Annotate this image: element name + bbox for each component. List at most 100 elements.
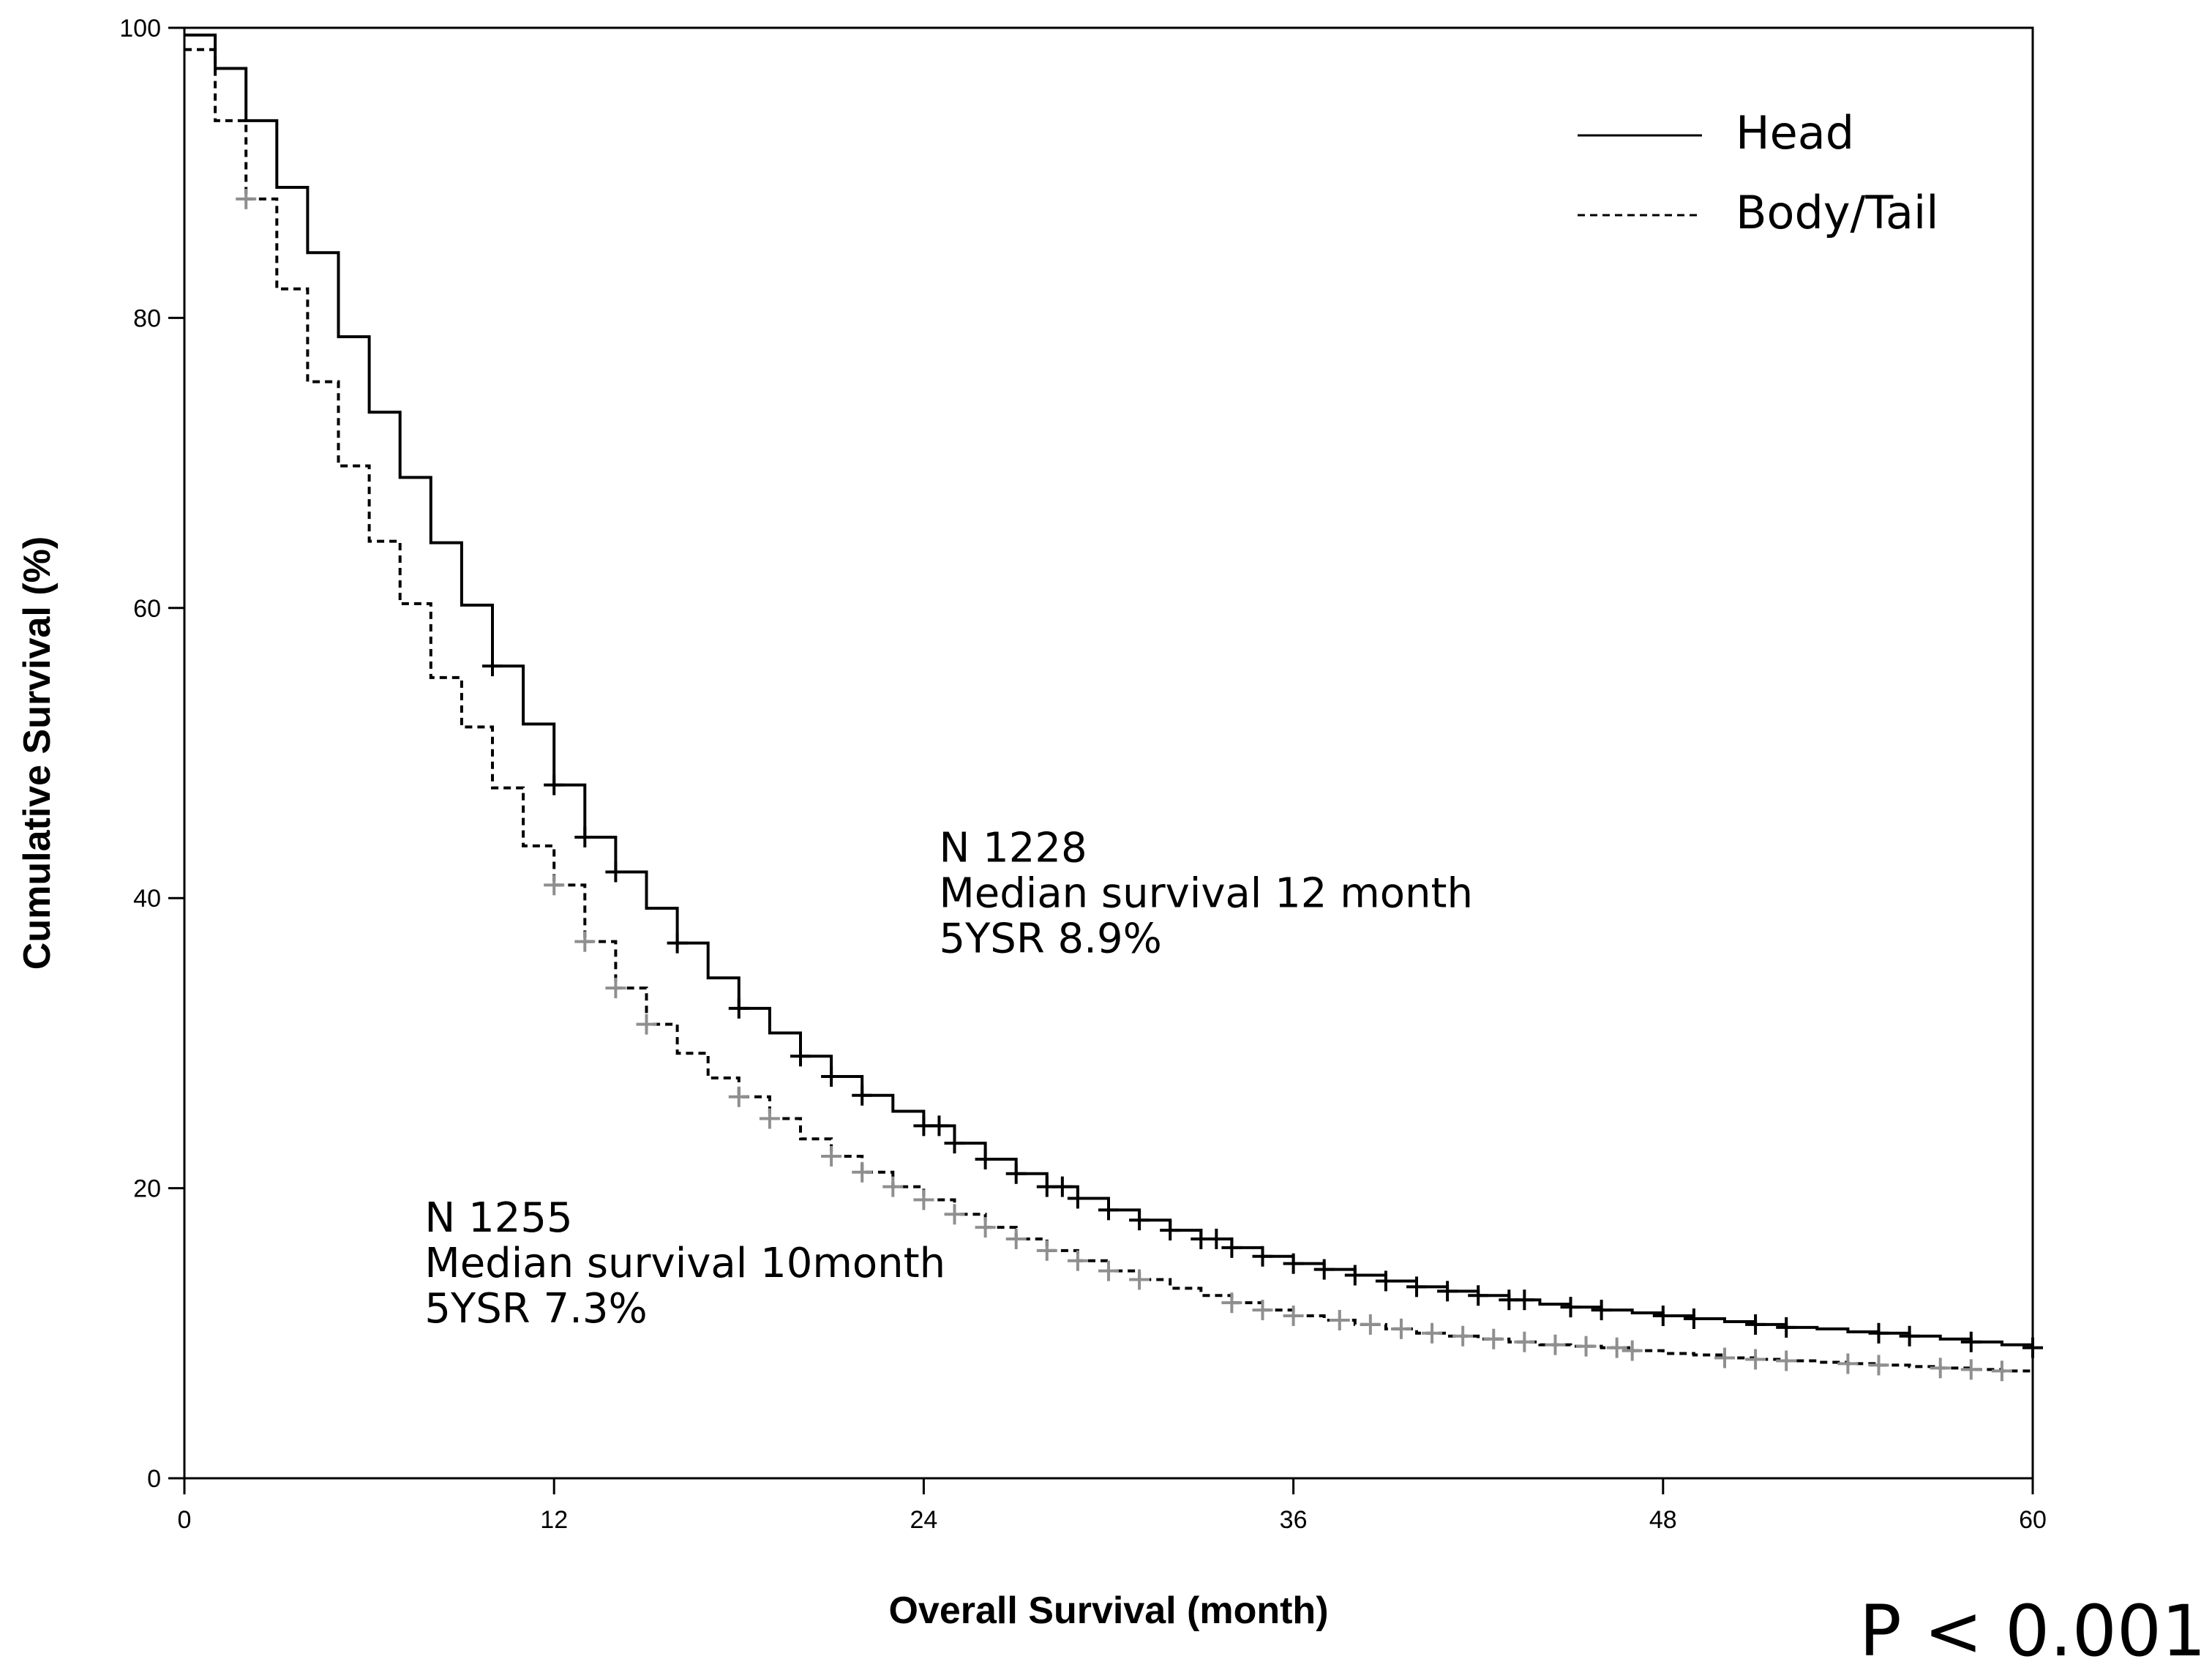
censor-mark-head (1652, 1306, 1673, 1327)
annotation-line: N 1255 (424, 1194, 572, 1242)
censor-mark-head (1206, 1228, 1227, 1249)
x-tick-label: 48 (1649, 1506, 1677, 1534)
censor-mark-head (1406, 1276, 1427, 1298)
censor-mark-body-tail (1745, 1349, 1766, 1370)
x-tick-label: 12 (540, 1506, 568, 1534)
censor-mark-body-tail (1575, 1336, 1597, 1357)
censor-mark-body-tail (544, 875, 565, 896)
censor-mark-head (1129, 1210, 1150, 1231)
censor-mark-body-tail (1714, 1347, 1735, 1368)
censor-mark-head (2022, 1337, 2043, 1358)
censor-mark-head (605, 861, 626, 883)
censor-mark-head (1868, 1322, 1889, 1344)
censor-mark-body-tail (1098, 1260, 1119, 1281)
annotation-line: Median survival 12 month (939, 870, 1473, 918)
censor-mark-body-tail (1930, 1358, 1951, 1379)
censor-mark-head (728, 997, 749, 1019)
censor-mark-body-tail (944, 1204, 965, 1225)
y-tick-label: 60 (133, 595, 161, 623)
x-tick-label: 36 (1280, 1506, 1308, 1534)
plot-frame (183, 26, 2034, 1480)
censor-mark-body-tail (1005, 1228, 1027, 1249)
censor-mark-head (852, 1085, 873, 1106)
censor-mark-body-tail (1036, 1240, 1057, 1261)
censor-mark-head (574, 826, 596, 847)
x-axis-title: Overall Survival (month) (888, 1590, 1328, 1632)
censor-mark-body-tail (1390, 1318, 1411, 1339)
censor-mark-head (482, 656, 503, 677)
x-tick-label: 60 (2019, 1506, 2047, 1534)
censor-mark-body-tail (1991, 1360, 2012, 1382)
censor-mark-head (544, 774, 565, 795)
censor-mark-head (975, 1148, 996, 1169)
censor-mark-head (1899, 1325, 1920, 1347)
censor-mark-body-tail (728, 1086, 749, 1107)
censor-mark-head (1051, 1176, 1073, 1197)
censor-mark-head (1344, 1265, 1365, 1286)
x-tick-label: 0 (178, 1506, 192, 1534)
censor-mark-head (821, 1066, 842, 1087)
censor-mark-body-tail (636, 1014, 657, 1035)
censor-marks (236, 188, 2043, 1382)
censor-mark-body-tail (852, 1161, 873, 1183)
censor-mark-head (1468, 1285, 1489, 1306)
censor-mark-head (1375, 1270, 1396, 1292)
censor-mark-body-tail (913, 1189, 934, 1210)
legend-label-body-tail: Body/Tail (1736, 186, 1938, 239)
censor-mark-body-tail (1868, 1355, 1889, 1376)
censor-mark-body-tail (574, 931, 596, 952)
censor-mark-head (1745, 1314, 1766, 1335)
censor-mark-body-tail (1329, 1309, 1350, 1330)
censor-mark-body-tail (1606, 1337, 1627, 1358)
censor-mark-head (1252, 1246, 1273, 1267)
censor-mark-body-tail (1452, 1325, 1474, 1347)
series-line-body-tail (184, 48, 2034, 1373)
censor-mark-head (1283, 1253, 1304, 1274)
censor-mark-body-tail (1837, 1353, 1859, 1374)
censor-mark-head (1560, 1297, 1581, 1318)
censor-mark-head (1005, 1163, 1027, 1184)
axes: 0 12 24 36 48 60 0 20 40 60 80 100 (119, 15, 2047, 1534)
censor-mark-head (1221, 1237, 1242, 1258)
censor-mark-head (1067, 1188, 1088, 1209)
censor-mark-head (944, 1133, 965, 1154)
censor-mark-body-tail (1960, 1359, 1982, 1380)
annotation-line: Median survival 10month (424, 1240, 945, 1287)
censor-mark-body-tail (1283, 1306, 1304, 1327)
censor-mark-head (667, 932, 688, 954)
censor-mark-head (1313, 1259, 1335, 1280)
censor-mark-body-tail (821, 1145, 842, 1167)
censor-mark-body-tail (236, 188, 257, 209)
censor-mark-head (1160, 1220, 1181, 1241)
censor-mark-head (1591, 1300, 1612, 1321)
y-tick-label: 20 (133, 1175, 161, 1203)
censor-mark-body-tail (1483, 1328, 1504, 1349)
censor-mark-body-tail (1360, 1314, 1381, 1335)
legend-label-head: Head (1736, 106, 1854, 160)
censor-mark-head (1514, 1289, 1535, 1311)
censor-mark-head (1776, 1317, 1797, 1338)
y-tick-label: 80 (133, 304, 161, 332)
censor-mark-head (790, 1046, 811, 1067)
annotation-line: 5YSR 8.9% (939, 915, 1161, 963)
censor-mark-body-tail (1545, 1334, 1566, 1355)
censor-mark-head (929, 1115, 950, 1137)
censor-mark-head (1683, 1308, 1704, 1329)
censor-mark-head (1098, 1199, 1119, 1221)
censor-mark-body-tail (1776, 1350, 1797, 1371)
censor-mark-body-tail (1621, 1340, 1643, 1361)
y-tick-label: 40 (133, 885, 161, 913)
censor-mark-body-tail (605, 978, 626, 999)
censor-mark-body-tail (1067, 1250, 1088, 1271)
censor-mark-body-tail (882, 1176, 904, 1197)
annotation-line: N 1228 (939, 825, 1087, 872)
y-axis-title: Cumulative Survival (%) (16, 536, 59, 970)
censor-mark-head (1437, 1281, 1458, 1302)
censor-mark-body-tail (759, 1108, 780, 1129)
censor-mark-body-tail (1422, 1322, 1443, 1344)
censor-mark-body-tail (1129, 1269, 1150, 1290)
